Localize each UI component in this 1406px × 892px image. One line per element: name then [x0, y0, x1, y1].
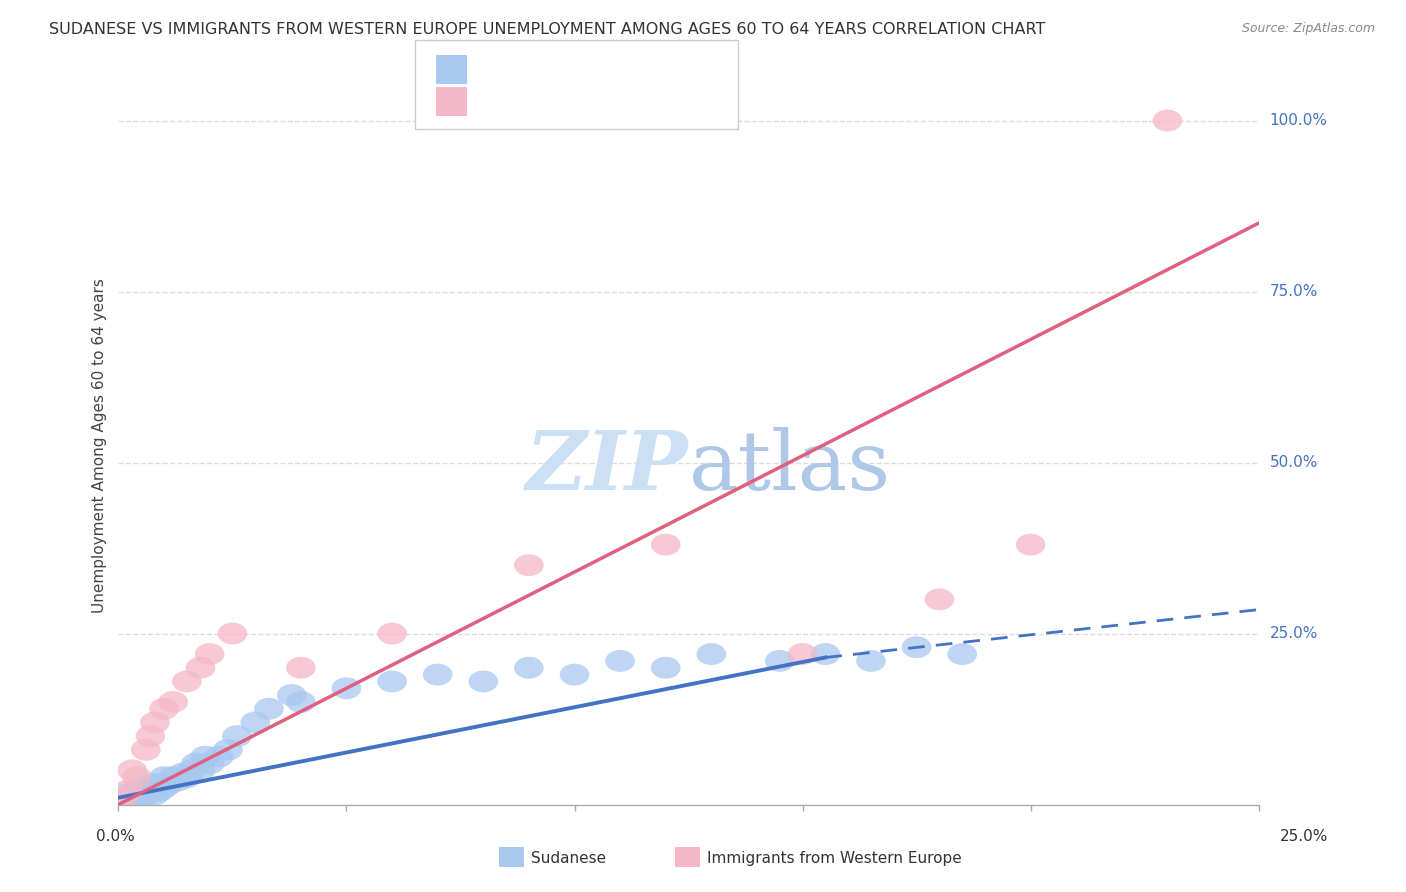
- Ellipse shape: [204, 746, 233, 768]
- Text: N =: N =: [586, 61, 623, 78]
- Text: 25.0%: 25.0%: [1270, 626, 1317, 641]
- Ellipse shape: [149, 698, 179, 720]
- Text: 51: 51: [626, 61, 648, 78]
- Ellipse shape: [515, 657, 544, 679]
- Ellipse shape: [240, 712, 270, 733]
- Ellipse shape: [112, 783, 142, 805]
- Ellipse shape: [468, 671, 498, 692]
- Ellipse shape: [117, 785, 148, 807]
- Ellipse shape: [122, 790, 152, 812]
- Y-axis label: Unemployment Among Ages 60 to 64 years: Unemployment Among Ages 60 to 64 years: [93, 278, 107, 613]
- Ellipse shape: [285, 691, 316, 713]
- Ellipse shape: [122, 780, 152, 802]
- Ellipse shape: [218, 623, 247, 645]
- Ellipse shape: [122, 766, 152, 789]
- Ellipse shape: [172, 766, 201, 789]
- Text: Immigrants from Western Europe: Immigrants from Western Europe: [707, 851, 962, 865]
- Ellipse shape: [131, 783, 160, 805]
- Ellipse shape: [651, 657, 681, 679]
- Text: 0.550: 0.550: [523, 61, 575, 78]
- Ellipse shape: [127, 781, 156, 803]
- Ellipse shape: [135, 780, 165, 802]
- Ellipse shape: [145, 773, 174, 795]
- Text: R =: R =: [481, 61, 517, 78]
- Text: 0.0%: 0.0%: [96, 830, 135, 844]
- Ellipse shape: [127, 787, 156, 809]
- Ellipse shape: [149, 777, 179, 798]
- Ellipse shape: [195, 753, 225, 774]
- Ellipse shape: [181, 753, 211, 774]
- Ellipse shape: [108, 789, 138, 810]
- Text: 21: 21: [626, 93, 648, 111]
- Ellipse shape: [214, 739, 243, 761]
- Ellipse shape: [172, 671, 201, 692]
- Ellipse shape: [145, 780, 174, 802]
- Text: 50.0%: 50.0%: [1270, 455, 1317, 470]
- Ellipse shape: [285, 657, 316, 679]
- Ellipse shape: [177, 759, 207, 781]
- Text: 100.0%: 100.0%: [1270, 113, 1327, 128]
- Ellipse shape: [696, 643, 725, 665]
- Ellipse shape: [948, 643, 977, 665]
- Ellipse shape: [186, 759, 215, 781]
- Ellipse shape: [141, 777, 170, 798]
- Ellipse shape: [186, 657, 215, 679]
- Ellipse shape: [377, 623, 406, 645]
- Ellipse shape: [222, 725, 252, 747]
- Ellipse shape: [153, 773, 183, 795]
- Ellipse shape: [159, 691, 188, 713]
- Ellipse shape: [765, 650, 794, 672]
- Ellipse shape: [141, 783, 170, 805]
- Ellipse shape: [560, 664, 589, 686]
- Ellipse shape: [135, 725, 165, 747]
- Ellipse shape: [159, 766, 188, 789]
- Ellipse shape: [195, 643, 225, 665]
- Ellipse shape: [163, 770, 193, 791]
- Ellipse shape: [108, 787, 138, 809]
- Ellipse shape: [651, 533, 681, 556]
- Text: Sudanese: Sudanese: [531, 851, 606, 865]
- Ellipse shape: [856, 650, 886, 672]
- Ellipse shape: [1153, 110, 1182, 131]
- Ellipse shape: [423, 664, 453, 686]
- Ellipse shape: [117, 789, 148, 810]
- Ellipse shape: [1015, 533, 1046, 556]
- Ellipse shape: [332, 677, 361, 699]
- Ellipse shape: [167, 763, 197, 785]
- Text: 75.0%: 75.0%: [1270, 284, 1317, 299]
- Ellipse shape: [141, 712, 170, 733]
- Text: atlas: atlas: [689, 427, 890, 507]
- Text: N =: N =: [586, 93, 623, 111]
- Ellipse shape: [810, 643, 841, 665]
- Text: R =: R =: [481, 93, 517, 111]
- Ellipse shape: [515, 554, 544, 576]
- Ellipse shape: [131, 739, 160, 761]
- Text: Source: ZipAtlas.com: Source: ZipAtlas.com: [1241, 22, 1375, 36]
- Ellipse shape: [112, 787, 142, 809]
- Ellipse shape: [787, 643, 817, 665]
- Ellipse shape: [901, 636, 931, 658]
- Ellipse shape: [606, 650, 636, 672]
- Text: 25.0%: 25.0%: [1281, 830, 1329, 844]
- Ellipse shape: [108, 790, 138, 812]
- Ellipse shape: [149, 766, 179, 789]
- Ellipse shape: [190, 746, 219, 768]
- Ellipse shape: [112, 780, 142, 802]
- Ellipse shape: [254, 698, 284, 720]
- Text: ZIP: ZIP: [526, 427, 689, 507]
- Ellipse shape: [925, 589, 955, 610]
- Ellipse shape: [135, 773, 165, 795]
- Text: 0.716: 0.716: [523, 93, 575, 111]
- Text: SUDANESE VS IMMIGRANTS FROM WESTERN EUROPE UNEMPLOYMENT AMONG AGES 60 TO 64 YEAR: SUDANESE VS IMMIGRANTS FROM WESTERN EURO…: [49, 22, 1046, 37]
- Ellipse shape: [117, 759, 148, 781]
- Ellipse shape: [277, 684, 307, 706]
- Ellipse shape: [131, 777, 160, 798]
- Ellipse shape: [377, 671, 406, 692]
